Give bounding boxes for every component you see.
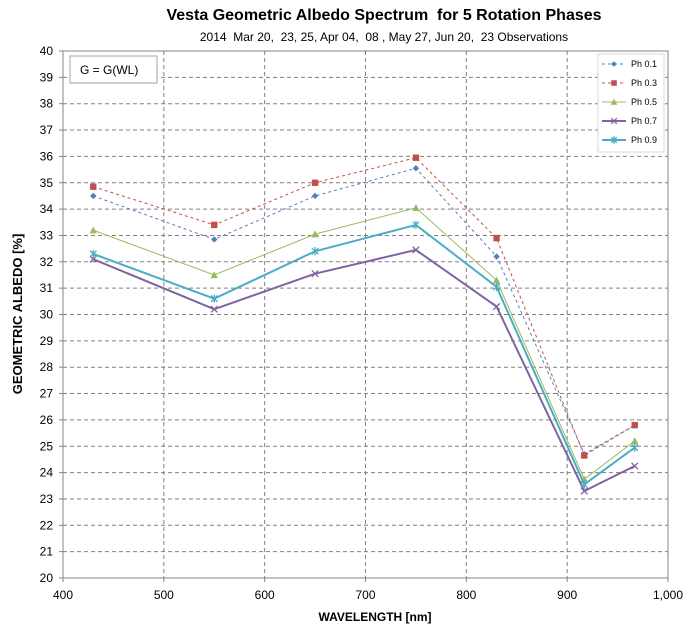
gridlines — [63, 51, 668, 578]
annotation-text: G = G(WL) — [80, 63, 138, 77]
x-tick-label: 500 — [154, 588, 174, 602]
y-tick-label: 39 — [40, 70, 54, 84]
data-point — [311, 230, 319, 238]
y-tick-label: 20 — [40, 571, 54, 585]
data-point — [492, 276, 501, 284]
data-point — [492, 302, 501, 311]
data-point — [412, 204, 420, 211]
y-tick-label: 37 — [40, 123, 54, 137]
x-axis-title: WAVELENGTH [nm] — [318, 610, 431, 624]
x-tick-label: 1,000 — [653, 588, 683, 602]
y-tick-label: 40 — [40, 44, 54, 58]
x-tick-label: 800 — [456, 588, 476, 602]
y-tick-label: 34 — [40, 202, 54, 216]
data-point — [210, 294, 218, 303]
legend-swatch-marker — [611, 80, 617, 86]
series-4 — [89, 246, 639, 495]
y-tick-label: 21 — [40, 545, 54, 559]
y-tick-label: 31 — [40, 281, 54, 295]
data-point — [631, 462, 639, 470]
data-point — [493, 234, 500, 242]
data-point — [631, 421, 638, 429]
legend-swatch-marker — [611, 61, 617, 67]
y-axis-ticks: 20 21 22 23 24 25 26 27 28 29 30 31 32 33 34 35 36 37 38 39… — [40, 44, 63, 585]
legend-box — [597, 53, 665, 153]
data-point — [412, 246, 420, 254]
data-point — [492, 282, 501, 292]
data-point — [581, 452, 588, 459]
y-tick-label: 27 — [40, 387, 54, 401]
y-tick-label: 22 — [40, 518, 54, 532]
y-tick-label: 33 — [40, 228, 54, 242]
y-tick-label: 35 — [40, 176, 54, 190]
y-tick-label: 26 — [40, 413, 54, 427]
series-5 — [89, 220, 639, 489]
legend-swatch-marker — [610, 136, 618, 144]
chart-subtitle: 2014 Mar 20, 23, 25, Apr 04, 08 , May 27… — [199, 30, 569, 44]
data-point — [211, 221, 218, 229]
legend-label: Ph 0.9 — [631, 135, 657, 145]
data-point — [90, 183, 97, 190]
y-tick-label: 38 — [40, 97, 54, 111]
y-tick-label: 25 — [40, 439, 54, 453]
x-axis-ticks: 400 500 600 700 800 900 1,000 — [53, 578, 683, 602]
legend: Ph 0.1 Ph 0.3 Ph 0.5 Ph 0.7 Ph 0.9 — [597, 53, 665, 153]
y-tick-label: 36 — [40, 149, 54, 163]
legend-label: Ph 0.7 — [631, 116, 657, 126]
legend-swatch-marker — [610, 117, 618, 125]
data-point — [311, 269, 319, 278]
data-point — [580, 487, 588, 495]
data-point — [412, 220, 420, 230]
series-2 — [90, 154, 638, 459]
x-tick-label: 900 — [557, 588, 577, 602]
legend-item: Ph 0.5 — [602, 97, 657, 107]
legend-label: Ph 0.3 — [631, 78, 657, 88]
data-point — [493, 253, 500, 260]
legend-swatch-marker — [610, 98, 618, 105]
legend-item: Ph 0.1 — [602, 59, 657, 69]
data-point — [311, 192, 319, 200]
y-tick-label: 24 — [40, 466, 54, 480]
data-point — [89, 226, 97, 234]
legend-item: Ph 0.3 — [602, 78, 657, 88]
y-axis-title: GEOMETRIC ALBEDO [%] — [10, 234, 25, 395]
data-point — [412, 154, 420, 161]
annotation-box: G = G(WL) — [69, 55, 158, 84]
data-point — [210, 305, 218, 313]
data-point — [631, 443, 639, 452]
y-tick-label: 28 — [40, 360, 54, 374]
chart-title: Vesta Geometric Albedo Spectrum for 5 Ro… — [166, 7, 602, 24]
data-point — [580, 480, 588, 489]
data-point — [210, 271, 218, 279]
data-point — [631, 437, 639, 445]
y-tick-label: 32 — [40, 255, 54, 269]
data-point — [211, 236, 218, 243]
y-tick-label: 23 — [40, 492, 54, 506]
legend-label: Ph 0.1 — [631, 59, 657, 69]
data-point — [89, 255, 97, 263]
data-point — [412, 165, 420, 172]
y-tick-label: 29 — [40, 334, 54, 348]
data-point — [90, 192, 97, 200]
series-group — [89, 154, 639, 495]
x-tick-label: 400 — [53, 588, 73, 602]
x-tick-label: 700 — [355, 588, 375, 602]
legend-item: Ph 0.7 — [602, 116, 657, 126]
data-point — [311, 179, 319, 186]
legend-item: Ph 0.9 — [602, 135, 657, 145]
x-tick-label: 600 — [255, 588, 275, 602]
data-point — [89, 249, 97, 259]
data-point — [311, 247, 319, 256]
y-tick-label: 30 — [40, 308, 54, 322]
legend-label: Ph 0.5 — [631, 97, 657, 107]
